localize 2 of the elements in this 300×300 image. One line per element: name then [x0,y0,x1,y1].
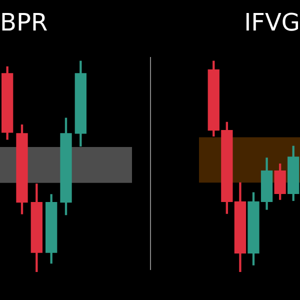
chart-title: BPR [0,8,48,37]
chart-title: IFVG [244,8,300,37]
